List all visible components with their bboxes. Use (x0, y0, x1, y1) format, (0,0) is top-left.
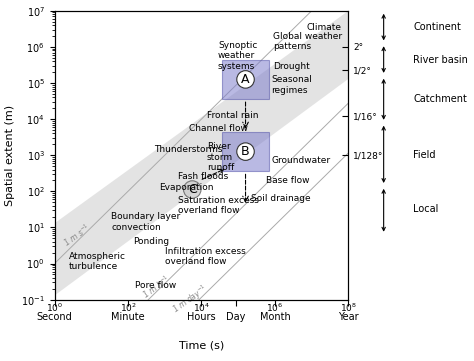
X-axis label: Time (s): Time (s) (179, 340, 224, 351)
Text: Ponding: Ponding (134, 238, 170, 246)
Text: Atmospheric
turbulence: Atmospheric turbulence (69, 252, 126, 271)
Text: River basin: River basin (413, 55, 468, 65)
Bar (222, 132, 269, 171)
Text: Saturation excess
overland flow: Saturation excess overland flow (178, 196, 258, 216)
Text: Thunderstorms: Thunderstorms (154, 145, 222, 154)
Text: Pore flow: Pore flow (136, 281, 177, 290)
Y-axis label: Spatial extent (m): Spatial extent (m) (5, 105, 15, 206)
Bar (222, 60, 269, 99)
Text: Boundary layer
convection: Boundary layer convection (111, 212, 181, 232)
Text: 1 m h$^{-1}$: 1 m h$^{-1}$ (140, 273, 173, 301)
Text: Soil drainage: Soil drainage (251, 194, 310, 203)
Text: Month: Month (260, 312, 290, 322)
Text: $10^2$: $10^2$ (119, 302, 137, 314)
Text: Infiltration excess
overland flow: Infiltration excess overland flow (165, 247, 246, 266)
Text: Base flow: Base flow (266, 176, 309, 185)
Text: River
storm
runoff: River storm runoff (207, 142, 234, 172)
Text: C: C (188, 183, 197, 196)
Text: $10^0$: $10^0$ (46, 302, 63, 314)
Text: $10^8$: $10^8$ (340, 302, 357, 314)
Text: Drought: Drought (273, 62, 310, 71)
Text: Evaporation: Evaporation (159, 183, 214, 192)
Text: Synoptic
weather
systems: Synoptic weather systems (218, 41, 257, 71)
Text: Hours: Hours (187, 312, 216, 322)
Text: Groundwater: Groundwater (271, 156, 330, 165)
Text: Local: Local (413, 204, 438, 214)
Text: 1 m day$^{-1}$: 1 m day$^{-1}$ (170, 282, 211, 317)
Text: Climate: Climate (306, 23, 341, 31)
Text: Continent: Continent (413, 22, 461, 32)
Text: A: A (241, 73, 250, 86)
Text: $10^4$: $10^4$ (193, 302, 210, 314)
Text: Channel flow: Channel flow (189, 124, 247, 132)
Text: Field: Field (413, 150, 436, 160)
Text: B: B (241, 145, 250, 158)
Text: Seasonal
regimes: Seasonal regimes (271, 75, 312, 95)
Text: Day: Day (226, 312, 246, 322)
Text: Global weather
patterns: Global weather patterns (273, 32, 342, 51)
Text: Frontal rain: Frontal rain (207, 111, 258, 120)
Text: Fash floods: Fash floods (178, 173, 228, 181)
Text: Second: Second (36, 312, 73, 322)
Text: Minute: Minute (111, 312, 145, 322)
Polygon shape (55, 11, 348, 296)
Text: $10^6$: $10^6$ (266, 302, 283, 314)
Text: Catchment: Catchment (413, 94, 467, 104)
Text: Year: Year (338, 312, 359, 322)
Text: 1 m s$^{-1}$: 1 m s$^{-1}$ (61, 222, 93, 249)
